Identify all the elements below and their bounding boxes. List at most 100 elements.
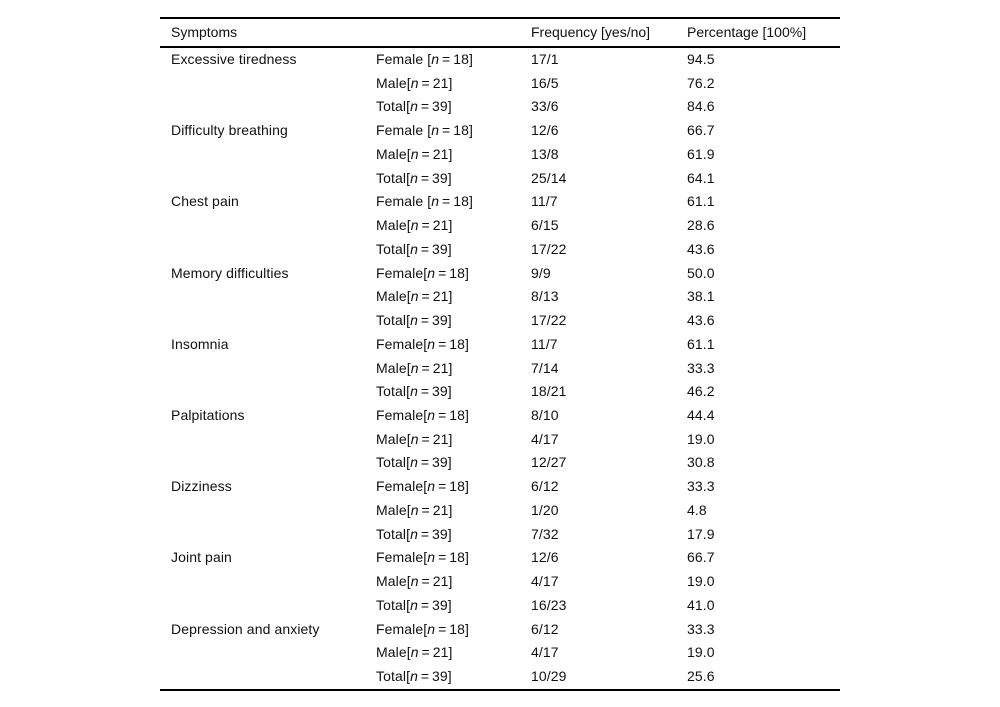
frequency-value: 8/13	[531, 288, 559, 305]
table-row: Male[n = 21] 4/17 19.0	[160, 641, 840, 665]
group-label: Female [n = 18]	[376, 122, 473, 139]
symptom-name: Chest pain	[171, 193, 239, 210]
n-variable: n	[427, 478, 436, 495]
percentage-value: 33.3	[687, 359, 715, 376]
group-label: Total[n = 39]	[376, 668, 452, 685]
percentage-value: 50.0	[687, 264, 715, 281]
group-label: Total[n = 39]	[376, 596, 452, 613]
n-variable: n	[410, 573, 419, 590]
frequency-value: 4/17	[531, 573, 559, 590]
symptom-name: Palpitations	[171, 407, 245, 424]
group-label: Female[n = 18]	[376, 264, 470, 281]
header-percentage: Percentage [100%]	[687, 18, 840, 48]
frequency-value: 25/14	[531, 169, 567, 186]
header-frequency: Frequency [yes/no]	[531, 18, 687, 48]
percentage-value: 25.6	[687, 668, 715, 685]
table-row: Total[n = 39] 12/27 30.8	[160, 451, 840, 475]
n-variable: n	[410, 169, 418, 186]
symptom-name: Dizziness	[171, 478, 232, 495]
group-label: Male[n = 21]	[376, 644, 453, 661]
percentage-value: 30.8	[687, 454, 715, 471]
n-variable: n	[431, 122, 440, 139]
table-row: Male[n = 21] 1/20 4.8	[160, 499, 840, 523]
group-label: Female[n = 18]	[376, 407, 470, 424]
percentage-value: 61.9	[687, 145, 715, 162]
percentage-value: 33.3	[687, 478, 715, 495]
symptom-name: Memory difficulties	[171, 264, 289, 281]
frequency-value: 4/17	[531, 644, 559, 661]
table-row: Dizziness Female[n = 18] 6/12 33.3	[160, 475, 840, 499]
table-row: Total[n = 39] 16/23 41.0	[160, 594, 840, 618]
frequency-value: 33/6	[531, 98, 559, 115]
percentage-value: 44.4	[687, 407, 715, 424]
frequency-value: 18/21	[531, 383, 567, 400]
table-row: Chest pain Female [n = 18] 11/7 61.1	[160, 190, 840, 214]
percentage-value: 19.0	[687, 644, 715, 661]
table-row: Total[n = 39] 10/29 25.6	[160, 665, 840, 690]
frequency-value: 7/14	[531, 359, 559, 376]
group-label: Total[n = 39]	[376, 240, 452, 257]
group-label: Female[n = 18]	[376, 620, 470, 637]
header-group	[376, 18, 531, 48]
n-variable: n	[427, 335, 436, 352]
frequency-value: 12/27	[531, 454, 567, 471]
n-variable: n	[410, 525, 418, 542]
frequency-value: 16/23	[531, 596, 567, 613]
symptom-name: Depression and anxiety	[171, 620, 320, 637]
percentage-value: 61.1	[687, 193, 715, 210]
group-label: Female[n = 18]	[376, 549, 470, 566]
percentage-value: 46.2	[687, 383, 715, 400]
n-variable: n	[427, 407, 436, 424]
frequency-value: 1/20	[531, 501, 559, 518]
n-variable: n	[427, 620, 436, 637]
percentage-value: 76.2	[687, 74, 715, 91]
group-label: Male[n = 21]	[376, 430, 453, 447]
n-variable: n	[427, 264, 436, 281]
n-variable: n	[410, 644, 419, 661]
percentage-value: 61.1	[687, 335, 715, 352]
percentage-value: 43.6	[687, 312, 715, 329]
frequency-value: 12/6	[531, 549, 559, 566]
group-label: Total[n = 39]	[376, 454, 452, 471]
table-row: Insomnia Female[n = 18] 11/7 61.1	[160, 333, 840, 357]
table-row: Total[n = 39] 17/22 43.6	[160, 309, 840, 333]
table-body: Excessive tiredness Female [n = 18] 17/1 94…	[160, 47, 840, 690]
table-row: Total[n = 39] 18/21 46.2	[160, 380, 840, 404]
group-label: Male[n = 21]	[376, 288, 453, 305]
frequency-value: 11/7	[531, 335, 558, 352]
table-row: Total[n = 39] 25/14 64.1	[160, 167, 840, 191]
frequency-value: 9/9	[531, 264, 551, 281]
n-variable: n	[410, 98, 418, 115]
group-label: Total[n = 39]	[376, 525, 452, 542]
group-label: Male[n = 21]	[376, 359, 453, 376]
n-variable: n	[410, 312, 418, 329]
group-label: Total[n = 39]	[376, 169, 452, 186]
n-variable: n	[431, 193, 440, 210]
n-variable: n	[410, 74, 419, 91]
frequency-value: 4/17	[531, 430, 559, 447]
table-row: Male[n = 21] 13/8 61.9	[160, 143, 840, 167]
n-variable: n	[410, 454, 418, 471]
n-variable: n	[410, 596, 418, 613]
percentage-value: 43.6	[687, 240, 715, 257]
table-row: Excessive tiredness Female [n = 18] 17/1 94…	[160, 47, 840, 72]
n-variable: n	[410, 501, 419, 518]
frequency-value: 6/12	[531, 478, 559, 495]
percentage-value: 4.8	[687, 501, 707, 518]
frequency-value: 10/29	[531, 668, 567, 685]
table-row: Memory difficulties Female[n = 18] 9/9 50.0	[160, 262, 840, 286]
frequency-value: 7/32	[531, 525, 559, 542]
percentage-value: 66.7	[687, 122, 715, 139]
table-row: Male[n = 21] 8/13 38.1	[160, 285, 840, 309]
table-row: Total[n = 39] 33/6 84.6	[160, 95, 840, 119]
percentage-value: 19.0	[687, 430, 715, 447]
group-label: Total[n = 39]	[376, 98, 452, 115]
frequency-value: 17/1	[531, 51, 559, 67]
group-label: Male[n = 21]	[376, 501, 453, 518]
frequency-value: 13/8	[531, 145, 559, 162]
n-variable: n	[427, 549, 436, 566]
symptom-name: Joint pain	[171, 549, 232, 566]
frequency-value: 12/6	[531, 122, 559, 139]
table-header-row: Symptoms Frequency [yes/no] Percentage […	[160, 18, 840, 48]
